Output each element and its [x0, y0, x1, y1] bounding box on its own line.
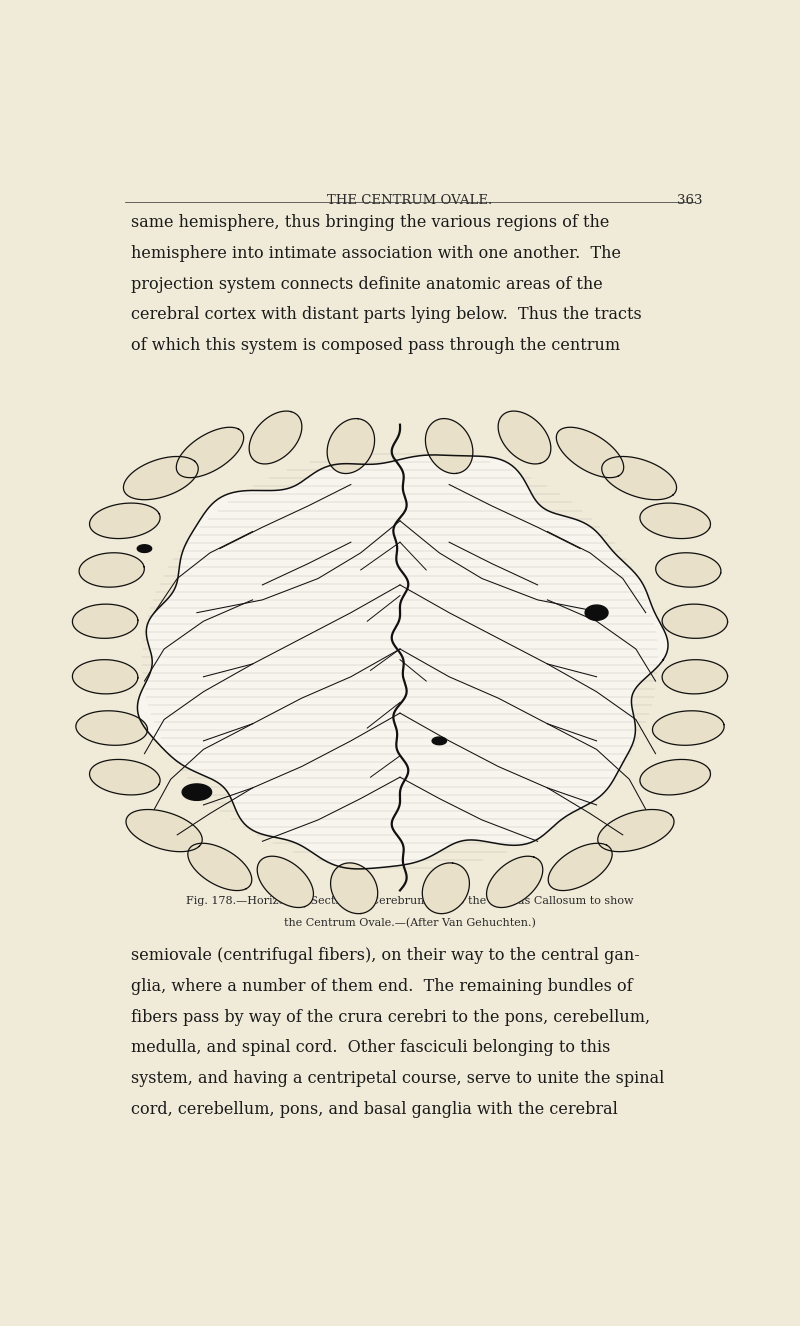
Polygon shape: [249, 411, 302, 464]
Text: medulla, and spinal cord.  Other fasciculi belonging to this: medulla, and spinal cord. Other fascicul…: [131, 1040, 610, 1057]
Polygon shape: [556, 427, 624, 477]
Polygon shape: [602, 456, 677, 500]
Polygon shape: [176, 427, 244, 477]
Polygon shape: [662, 659, 727, 693]
Text: cord, cerebellum, pons, and basal ganglia with the cerebral: cord, cerebellum, pons, and basal gangli…: [131, 1101, 618, 1118]
Text: the Centrum Ovale.—(After Van Gehuchten.): the Centrum Ovale.—(After Van Gehuchten.…: [284, 918, 536, 928]
Polygon shape: [72, 659, 138, 693]
Text: glia, where a number of them end.  The remaining bundles of: glia, where a number of them end. The re…: [131, 979, 633, 994]
Text: cerebral cortex with distant parts lying below.  Thus the tracts: cerebral cortex with distant parts lying…: [131, 306, 642, 324]
Polygon shape: [327, 419, 374, 473]
Polygon shape: [90, 503, 160, 538]
Polygon shape: [76, 711, 147, 745]
Text: THE CENTRUM OVALE.: THE CENTRUM OVALE.: [327, 194, 493, 207]
Polygon shape: [548, 843, 612, 891]
Polygon shape: [656, 553, 721, 587]
Text: fibers pass by way of the crura cerebri to the pons, cerebellum,: fibers pass by way of the crura cerebri …: [131, 1009, 650, 1025]
Text: Fig. 178.—Horizontal Section of Cerebrum above the Corpus Callosum to show: Fig. 178.—Horizontal Section of Cerebrum…: [186, 896, 634, 906]
Polygon shape: [598, 809, 674, 851]
Polygon shape: [182, 784, 212, 801]
Polygon shape: [640, 503, 710, 538]
Polygon shape: [123, 456, 198, 500]
Polygon shape: [126, 809, 202, 851]
Polygon shape: [258, 857, 314, 907]
Polygon shape: [432, 737, 446, 745]
Polygon shape: [330, 863, 378, 914]
Polygon shape: [138, 545, 152, 553]
Text: same hemisphere, thus bringing the various regions of the: same hemisphere, thus bringing the vario…: [131, 215, 610, 231]
Text: projection system connects definite anatomic areas of the: projection system connects definite anat…: [131, 276, 602, 293]
Text: of which this system is composed pass through the centrum: of which this system is composed pass th…: [131, 337, 620, 354]
Polygon shape: [72, 605, 138, 638]
Polygon shape: [79, 553, 144, 587]
Polygon shape: [653, 711, 724, 745]
Polygon shape: [486, 857, 542, 907]
Polygon shape: [90, 760, 160, 794]
Polygon shape: [640, 760, 710, 794]
Polygon shape: [662, 605, 727, 638]
Polygon shape: [138, 455, 668, 869]
Polygon shape: [422, 863, 470, 914]
Polygon shape: [188, 843, 252, 891]
Polygon shape: [498, 411, 551, 464]
Text: hemisphere into intimate association with one another.  The: hemisphere into intimate association wit…: [131, 245, 621, 263]
Polygon shape: [585, 605, 608, 621]
Text: semiovale (centrifugal fibers), on their way to the central gan-: semiovale (centrifugal fibers), on their…: [131, 947, 640, 964]
Text: system, and having a centripetal course, serve to unite the spinal: system, and having a centripetal course,…: [131, 1070, 664, 1087]
Text: 363: 363: [677, 194, 702, 207]
Polygon shape: [426, 419, 473, 473]
